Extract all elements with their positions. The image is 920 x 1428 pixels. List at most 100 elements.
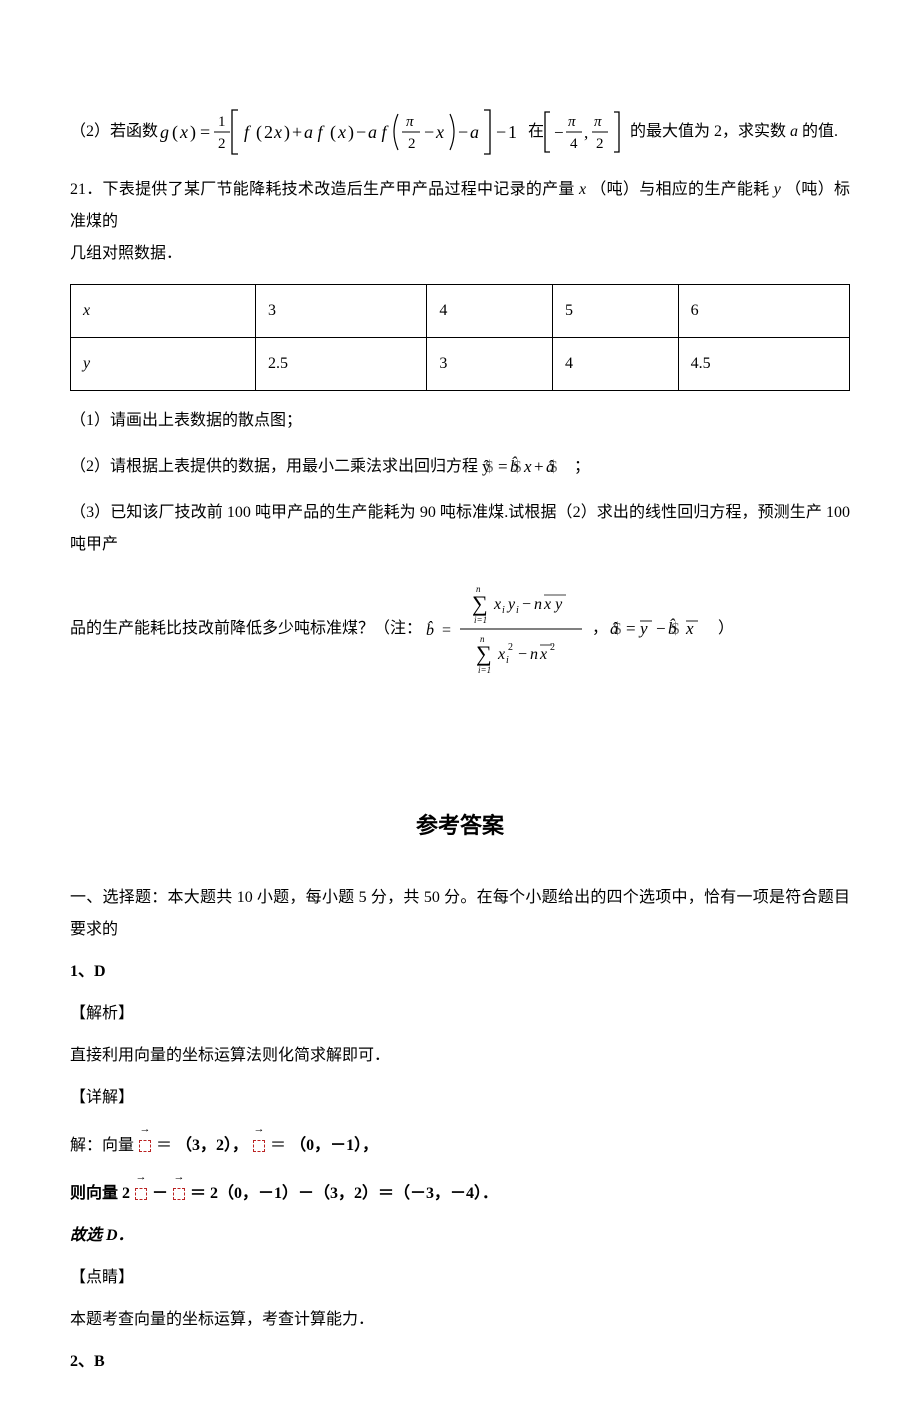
q20-prefix: （2）若函数 (70, 116, 158, 148)
eq-sign2: ＝ (270, 1137, 286, 1154)
svg-text:=: = (442, 622, 451, 639)
svg-text:2: 2 (408, 136, 416, 152)
svg-text:−: − (522, 596, 531, 613)
ans1-det1-c: （0，－1）， (290, 1137, 378, 1154)
q21-p3b-line: 品的生产能耗比技改前降低多少吨标准煤？（注： b̂ = ∑ i=1 n x i … (70, 579, 850, 679)
ans1-det1-a: 解：向量 (70, 1137, 134, 1154)
q21-intro-d: 几组对照数据． (70, 245, 182, 262)
svg-text:): ) (284, 122, 290, 143)
vec-b-icon2 (134, 1172, 148, 1210)
ans1-det2: 则向量 2 － ＝ 2（0，－1）－（3，2）＝（－3，－4）． (70, 1172, 850, 1210)
svg-text:1: 1 (508, 122, 517, 142)
th-x: x (71, 285, 256, 338)
svg-text:x: x (337, 122, 346, 142)
svg-text:$: $ (671, 619, 680, 638)
svg-text:n: n (476, 584, 481, 594)
formula-ahat: â $ = y − b̂ $ x (608, 614, 718, 644)
q21-p3b: 品的生产能耗比技改前降低多少吨标准煤？（注： (70, 617, 422, 641)
eq-sign: ＝ (156, 1137, 172, 1154)
q21-p3c: ， (592, 617, 608, 641)
cell: 5 (552, 285, 678, 338)
q21-p2: （2）请根据上表提供的数据，用最小二乘法求出回归方程 ŷ $ = b̂ $ x … (70, 451, 850, 483)
cell: 4 (552, 338, 678, 391)
data-table: x 3 4 5 6 y 2.5 3 4 4.5 (70, 284, 850, 391)
q21-p2-b: ； (574, 458, 590, 475)
var-y: y (774, 181, 785, 198)
q21-p3a: （3）已知该厂技改前 100 吨甲产品的生产能耗为 90 吨标准煤.试根据（2）… (70, 497, 850, 561)
q20-part2: （2）若函数 g ( x ) = 1 2 f ( 2 x ) + a (70, 104, 850, 160)
svg-text:a f: a f (368, 122, 390, 142)
svg-text:y: y (638, 619, 648, 638)
formula-interval: − π 4 , π 2 (544, 108, 630, 156)
table-row: x 3 4 5 6 (71, 285, 850, 338)
svg-text:f: f (244, 122, 252, 142)
svg-text:−: − (496, 122, 506, 142)
svg-text:): ) (190, 122, 196, 143)
q21-intro: 21．下表提供了某厂节能降耗技术改造后生产甲产品过程中记录的产量 x （吨）与相… (70, 174, 850, 270)
svg-text:n: n (480, 634, 485, 644)
ans1-final: 故选 D． (70, 1220, 850, 1252)
svg-text:i=1: i=1 (478, 665, 491, 675)
svg-text:π: π (594, 114, 602, 130)
svg-text:x: x (539, 646, 547, 663)
svg-text:x: x (685, 619, 694, 638)
svg-text:2: 2 (550, 642, 555, 653)
svg-text:x: x (435, 122, 444, 142)
svg-text:$: $ (549, 457, 558, 476)
svg-text:$: $ (613, 619, 622, 638)
minus-sign: － (152, 1185, 168, 1202)
svg-text:+: + (534, 457, 544, 476)
cell: 4 (427, 285, 553, 338)
var-x: x (579, 181, 590, 198)
svg-text:y: y (506, 596, 516, 613)
svg-text:=: = (200, 122, 210, 142)
vec-b-icon (252, 1124, 266, 1162)
svg-text:i: i (506, 655, 509, 666)
svg-text:−: − (656, 619, 666, 638)
svg-text:(: ( (172, 122, 178, 143)
jiexi-label: 【解析】 (70, 998, 850, 1030)
dianjing-label: 【点睛】 (70, 1262, 850, 1294)
ans1-num: 1、D (70, 956, 850, 988)
svg-text:−: − (554, 123, 564, 142)
q21-p2-a: （2）请根据上表提供的数据，用最小二乘法求出回归方程 (70, 458, 478, 475)
text-zai: 在 (528, 116, 544, 148)
cell: 2.5 (256, 338, 427, 391)
svg-text:x: x (179, 122, 188, 142)
svg-text:i=1: i=1 (474, 615, 487, 625)
svg-text:2: 2 (596, 136, 604, 152)
answers-title: 参考答案 (70, 809, 850, 842)
svg-text:n: n (530, 646, 538, 663)
cell: 3 (256, 285, 427, 338)
q21-intro-a: 21．下表提供了某厂节能降耗技术改造后生产甲产品过程中记录的产量 (70, 181, 575, 198)
svg-text:i: i (516, 605, 519, 616)
svg-text:+: + (292, 122, 302, 142)
svg-text:(: ( (330, 122, 336, 143)
svg-text:n: n (534, 596, 542, 613)
page: （2）若函数 g ( x ) = 1 2 f ( 2 x ) + a (0, 0, 920, 1428)
formula-g: g ( x ) = 1 2 f ( 2 x ) + a f ( x ) (158, 104, 528, 160)
svg-text:=: = (498, 457, 508, 476)
svg-text:∑: ∑ (476, 641, 492, 666)
q21-p1: （1）请画出上表数据的散点图； (70, 405, 850, 437)
svg-text:π: π (406, 114, 414, 130)
svg-text:g: g (160, 122, 169, 142)
svg-text:$: $ (485, 457, 494, 476)
svg-text:∑: ∑ (472, 591, 488, 616)
xiangjie-label: 【详解】 (70, 1082, 850, 1114)
q20-tail: 的值. (802, 116, 838, 148)
svg-text:a: a (470, 122, 479, 142)
q21-intro-b: （吨）与相应的生产能耗 (590, 181, 769, 198)
ans1-exp: 直接利用向量的坐标运算法则化简求解即可． (70, 1040, 850, 1072)
formula-regression: ŷ $ = b̂ $ x + â $ (482, 454, 570, 480)
cell: 4.5 (678, 338, 849, 391)
svg-text:b̂: b̂ (426, 620, 434, 639)
svg-text:): ) (348, 122, 354, 143)
ans1-det2-b: 2（0，－1）－（3，2）＝（－3，－4）． (210, 1185, 498, 1202)
q21-p3d: ） (718, 617, 734, 641)
svg-text:x y: x y (543, 596, 563, 613)
ans2-num: 2、B (70, 1346, 850, 1378)
section1-desc: 一、选择题：本大题共 10 小题，每小题 5 分，共 50 分。在每个小题给出的… (70, 882, 850, 946)
svg-text:x: x (497, 646, 505, 663)
formula-bhat: b̂ = ∑ i=1 n x i y i − n x y ∑ i=1 n (422, 579, 592, 679)
